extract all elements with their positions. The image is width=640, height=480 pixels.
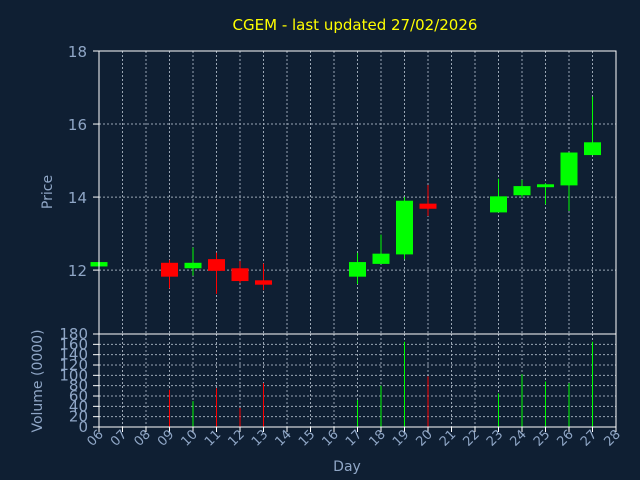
price-grid — [99, 51, 616, 334]
candle-body-17 — [349, 262, 366, 277]
date-tick-label: 26 — [555, 427, 577, 449]
candle-body-11 — [208, 259, 225, 271]
volume-tick-label: 100 — [59, 366, 88, 384]
candle-body-24 — [513, 186, 531, 196]
date-tick-label: 20 — [414, 427, 436, 449]
volume-tick-label: 40 — [69, 397, 88, 415]
chart-title: CGEM - last updated 27/02/2026 — [233, 16, 478, 34]
candle-body-13 — [255, 280, 272, 285]
date-tick-label: 08 — [132, 427, 154, 449]
candle-body-27 — [584, 142, 601, 156]
candle-body-18 — [372, 253, 390, 264]
price-tick-label: 14 — [68, 189, 87, 207]
candle-body-19 — [396, 200, 413, 255]
date-tick-label: 13 — [249, 427, 271, 449]
day-axis-label: Day — [333, 459, 361, 475]
price-tick-label: 18 — [68, 43, 87, 61]
volume-tick-label: 20 — [69, 408, 88, 426]
volume-tick-label: 80 — [69, 377, 88, 395]
volume-axis-label: Volume (0000) — [30, 329, 46, 432]
candle-body-26 — [560, 152, 578, 186]
volume-tick-label: 140 — [59, 346, 88, 364]
date-tick-label: 24 — [508, 427, 530, 449]
candle-body-20 — [419, 203, 437, 209]
date-tick-label: 16 — [320, 427, 342, 449]
candle-body-25 — [537, 184, 554, 188]
price-tick-label: 16 — [68, 116, 87, 134]
date-tick-label: 10 — [179, 427, 201, 449]
candle-body-12 — [231, 268, 249, 282]
volume-tick-label: 120 — [59, 356, 88, 374]
date-tick-label: 21 — [437, 427, 459, 449]
candle-body-10 — [184, 262, 202, 269]
date-tick-label: 14 — [273, 427, 295, 449]
price-candles — [90, 96, 601, 294]
volume-tick-label: 60 — [69, 387, 88, 405]
price-tick-label: 12 — [68, 262, 87, 280]
date-tick-label: 07 — [108, 427, 130, 449]
date-tick-label: 23 — [484, 427, 506, 449]
volume-tick-label: 0 — [78, 418, 88, 436]
price-axis-label: Price — [40, 175, 56, 209]
price-ticks: 12 14 16 18 — [68, 43, 99, 280]
date-tick-label: 18 — [367, 427, 389, 449]
candle-body-09 — [161, 262, 178, 277]
date-ticks: 06 07 08 09 10 11 12 13 14 15 16 17 18 19 20 21 22 23 24 25… — [85, 427, 624, 450]
candle-body-23 — [490, 196, 507, 213]
date-tick-label: 11 — [202, 427, 224, 449]
date-tick-label: 25 — [531, 427, 553, 449]
date-tick-label: 28 — [602, 427, 624, 449]
date-tick-label: 09 — [155, 427, 177, 449]
volume-bars — [169, 341, 593, 427]
date-tick-label: 12 — [226, 427, 248, 449]
date-tick-label: 22 — [461, 427, 483, 449]
volume-tick-label: 180 — [59, 325, 88, 343]
date-tick-label: 17 — [343, 427, 365, 449]
date-tick-label: 19 — [390, 427, 412, 449]
volume-tick-label: 160 — [59, 335, 88, 353]
date-tick-label: 15 — [296, 427, 318, 449]
date-tick-label: 27 — [578, 427, 600, 449]
